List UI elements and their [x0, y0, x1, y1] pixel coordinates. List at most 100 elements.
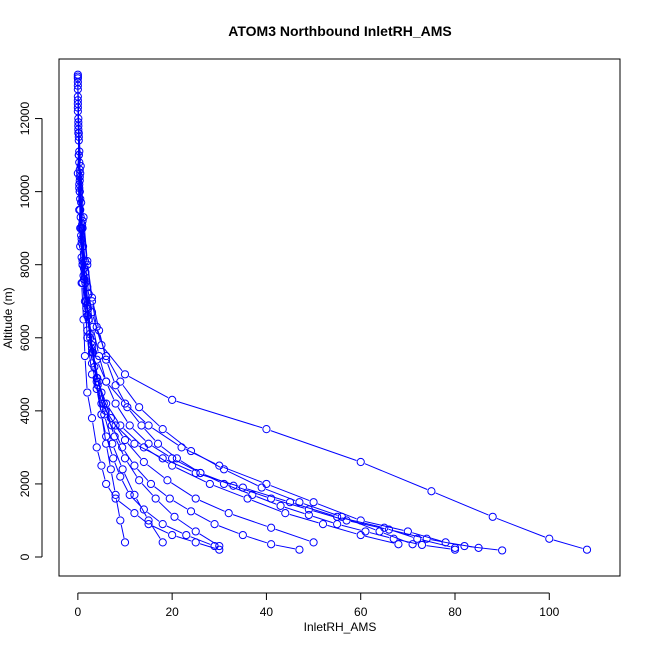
data-point: [87, 293, 97, 302]
data-point: [342, 516, 351, 525]
data-point: [106, 465, 115, 474]
data-point: [422, 534, 431, 543]
data-point: [196, 468, 205, 478]
y-tick-label: 6000: [18, 324, 32, 351]
series-segment: [232, 514, 268, 527]
data-point: [186, 446, 196, 456]
data-series: [73, 107, 417, 549]
series-segment: [265, 488, 296, 502]
series-segment: [128, 376, 169, 399]
data-point: [87, 414, 97, 423]
data-point: [170, 512, 179, 521]
series-segment: [127, 443, 142, 459]
series-segment: [284, 506, 305, 515]
data-point: [118, 443, 127, 452]
series-segment: [79, 196, 82, 235]
data-point: [116, 472, 125, 481]
data-point: [97, 461, 106, 470]
series-segment: [199, 499, 225, 512]
data-point: [210, 541, 219, 551]
series-segment: [270, 485, 310, 502]
data-point: [76, 161, 85, 171]
data-point: [120, 370, 130, 379]
data-point: [210, 520, 219, 529]
series-segment: [180, 460, 197, 472]
data-point: [168, 395, 177, 404]
series-segment: [92, 301, 99, 327]
data-point: [498, 546, 507, 555]
data-point: [110, 432, 119, 441]
series-segment: [275, 528, 310, 542]
series-segment: [175, 467, 207, 483]
data-point: [118, 465, 127, 474]
x-tick-label: 0: [75, 605, 82, 619]
data-point: [102, 377, 111, 386]
y-axis-label: Altitude (m): [1, 287, 15, 348]
y-tick-label: 12000: [18, 102, 32, 136]
series-segment: [141, 483, 153, 496]
data-point: [73, 72, 82, 81]
x-tick-label: 20: [165, 605, 179, 619]
data-point: [73, 77, 82, 87]
series-segment: [327, 524, 357, 535]
data-point: [137, 421, 146, 430]
series-segment: [468, 546, 498, 551]
series-segment: [107, 359, 119, 378]
data-point: [172, 454, 181, 463]
series-segment: [150, 523, 161, 539]
data-point: [262, 425, 271, 434]
series-segment: [99, 360, 106, 378]
series-segment: [435, 492, 489, 516]
series-segment: [341, 524, 362, 531]
series-segment: [289, 513, 319, 524]
series-segment: [107, 440, 113, 455]
data-point: [107, 421, 116, 430]
series-segment: [84, 283, 88, 312]
data-point: [77, 235, 86, 244]
data-point: [111, 381, 120, 390]
data-point: [87, 297, 97, 306]
data-point: [304, 510, 313, 520]
y-tick-label: 2000: [18, 470, 32, 497]
data-point: [394, 540, 403, 549]
series-segment: [246, 535, 268, 544]
series-segment: [553, 539, 583, 549]
series-segment: [218, 525, 239, 534]
data-point: [408, 540, 417, 549]
data-point: [243, 494, 252, 503]
series-segment: [118, 428, 132, 441]
series-segment: [92, 422, 97, 444]
series-segment: [113, 429, 121, 444]
series-segment: [104, 407, 111, 422]
data-point: [120, 435, 130, 445]
data-point: [80, 275, 89, 284]
data-point: [545, 534, 554, 543]
data-point: [215, 541, 224, 551]
series-segment: [116, 440, 124, 455]
series-segment: [270, 430, 357, 461]
series-segment: [176, 400, 263, 429]
data-point: [257, 483, 266, 492]
data-point: [102, 432, 111, 441]
series-segment: [194, 452, 221, 468]
data-series: [74, 129, 304, 554]
series-segment: [345, 517, 376, 531]
data-point: [403, 527, 412, 536]
series-segment: [104, 418, 112, 440]
series-segment: [97, 451, 101, 462]
data-point: [93, 373, 102, 383]
series-segment: [237, 486, 268, 498]
data-point: [295, 498, 304, 507]
series-segment: [147, 511, 160, 522]
series-segment: [152, 525, 169, 534]
series-segment: [123, 428, 141, 445]
series-segment: [117, 389, 126, 404]
series-segment: [103, 407, 114, 422]
series-segment: [431, 539, 461, 546]
data-point: [219, 465, 229, 474]
series-layer: [73, 70, 592, 555]
data-point: [130, 461, 139, 470]
series-segment: [317, 503, 357, 520]
data-point: [102, 355, 111, 364]
series-segment: [108, 407, 119, 422]
